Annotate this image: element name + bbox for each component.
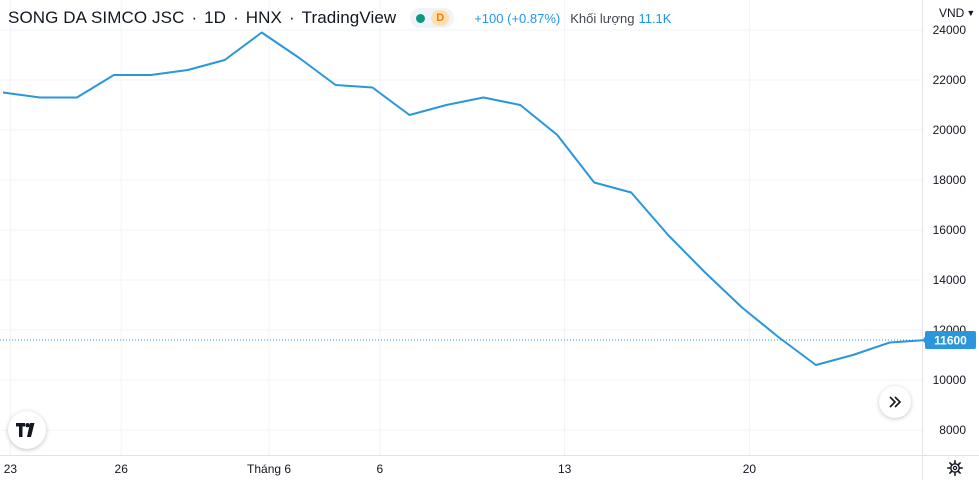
last-price-label: 11600	[934, 334, 967, 348]
axis-labels: 8000100001200014000160001800020000220002…	[4, 23, 976, 476]
y-tick-label: 10000	[933, 373, 967, 387]
y-tick-label: 8000	[939, 423, 966, 437]
price-line	[2, 31, 927, 366]
separator-dot: ·	[288, 8, 295, 27]
market-status-pill[interactable]: D	[410, 8, 455, 28]
price-change: +100 (+0.87%)	[474, 10, 561, 26]
y-tick-label: 24000	[933, 23, 967, 37]
exchange-label: HNX	[245, 8, 282, 27]
last-price-box	[925, 331, 976, 349]
chart-grid	[0, 0, 922, 455]
x-tick-label: Tháng 6	[247, 462, 291, 476]
x-tick-label: 6	[377, 462, 384, 476]
gear-icon	[947, 460, 963, 476]
volume-value: 11.1K	[638, 10, 672, 26]
chart-legend: SONG DA SIMCO JSC · 1D · HNX · TradingVi…	[8, 7, 671, 29]
y-tick-label: 18000	[933, 173, 967, 187]
y-tick-label: 16000	[933, 223, 967, 237]
symbol-name: SONG DA SIMCO JSC	[8, 8, 185, 27]
separator-dot: ·	[233, 8, 239, 27]
delayed-badge: D	[431, 10, 450, 26]
scroll-to-realtime-button[interactable]	[879, 386, 911, 418]
x-tick-label: 23	[4, 462, 18, 476]
settings-button[interactable]	[946, 459, 964, 477]
y-tick-label: 22000	[933, 73, 967, 87]
currency-unit-selector[interactable]: VND ▼	[939, 6, 975, 20]
double-chevron-right-icon	[889, 396, 902, 408]
x-tick-label: 20	[743, 462, 757, 476]
separator-dot: ·	[191, 8, 198, 27]
x-tick-label: 26	[115, 462, 129, 476]
currency-unit-label: VND	[939, 6, 965, 20]
provider-label: TradingView	[301, 8, 397, 27]
tradingview-logo[interactable]	[8, 411, 46, 449]
tradingview-logo-icon	[16, 423, 35, 437]
volume-label: Khối lượng	[570, 10, 635, 26]
price-series	[0, 31, 931, 366]
interval-label[interactable]: 1D	[204, 8, 227, 27]
market-open-dot-icon	[416, 13, 426, 23]
y-tick-label: 20000	[933, 123, 967, 137]
x-tick-label: 13	[558, 462, 572, 476]
chevron-down-icon: ▼	[966, 8, 976, 18]
y-tick-label: 14000	[933, 273, 967, 287]
